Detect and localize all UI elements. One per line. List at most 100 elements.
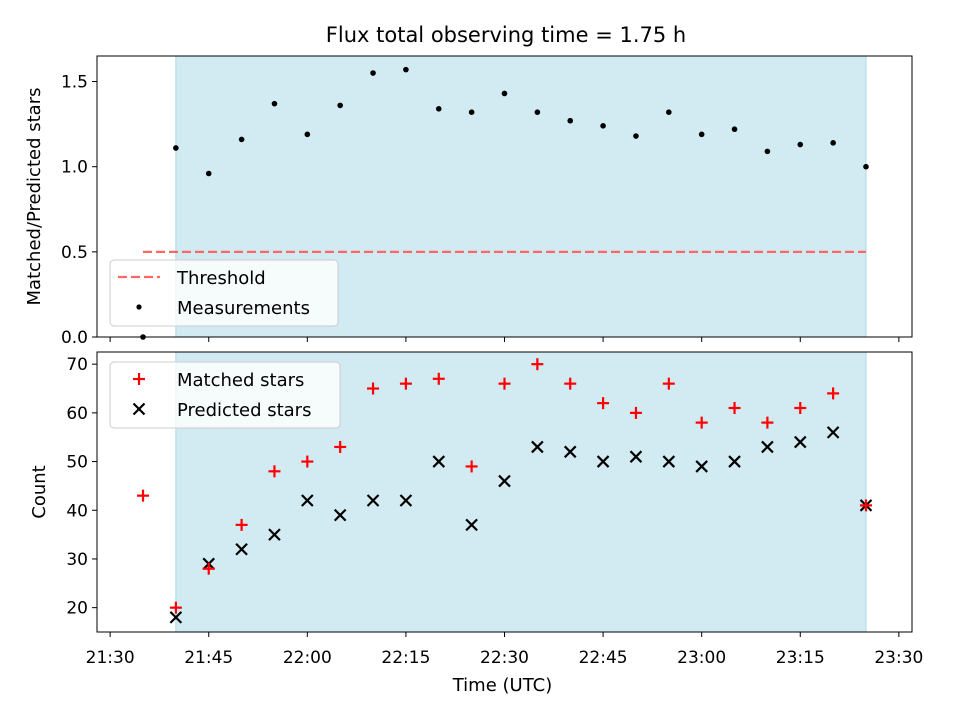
- cross-stroke: [333, 508, 347, 522]
- time-x-tick-label: 23:15: [776, 648, 825, 668]
- time-x-tick-label: 23:30: [874, 648, 923, 668]
- ratio-y-axis: 0.0 0.5 1.0 1.5: [61, 73, 97, 348]
- matched-star-marker: [498, 377, 511, 390]
- measurement-points: [140, 66, 869, 340]
- matched-star-marker: [399, 377, 412, 390]
- matched-star-marker: [597, 397, 610, 410]
- matched-stars-markers: [137, 358, 872, 614]
- cross-stroke: [826, 426, 840, 439]
- predicted-star-marker: [761, 440, 774, 454]
- cross-stroke: [761, 440, 774, 454]
- measurement-point: [173, 145, 179, 151]
- time-x-tick-label: 22:15: [381, 648, 430, 668]
- cross-stroke: [563, 445, 577, 459]
- count-y-tick-label: 60: [66, 404, 88, 424]
- predicted-star-marker: [301, 494, 314, 507]
- predicted-star-marker: [465, 518, 478, 532]
- legend-predicted-marker: [132, 402, 146, 416]
- predicted-star-marker: [399, 494, 413, 507]
- measurement-point: [534, 109, 541, 115]
- matched-star-marker: [531, 358, 544, 371]
- matched-star-marker: [367, 382, 380, 395]
- ratio-legend-box: [109, 259, 339, 327]
- cross-stroke: [498, 474, 511, 488]
- time-x-tick-label: 22:45: [579, 648, 628, 668]
- count-y-axis-label: Count: [29, 465, 50, 518]
- predicted-star-marker: [826, 426, 840, 439]
- count-y-tick-label: 70: [66, 355, 88, 375]
- legend-matched-marker: [133, 373, 145, 385]
- measurement-point: [501, 90, 508, 97]
- measurement-point: [797, 141, 804, 148]
- measurement-point: [863, 163, 869, 170]
- predicted-star-marker: [596, 455, 610, 468]
- ratio-legend: Threshold Measurements: [109, 259, 339, 327]
- cross-stroke: [662, 455, 676, 468]
- measurement-point: [764, 148, 771, 155]
- measurement-point: [271, 100, 278, 107]
- predicted-star-marker: [498, 474, 511, 488]
- matched-star-marker: [169, 601, 182, 614]
- time-x-tick-label: 21:30: [86, 648, 135, 668]
- measurement-point: [370, 70, 376, 76]
- count-legend: Matched stars Predicted stars: [109, 361, 341, 429]
- measurement-point: [403, 66, 409, 73]
- matched-star-marker: [728, 402, 741, 414]
- time-x-tick-label: 22:30: [480, 648, 529, 668]
- chart-title: Flux total observing time = 1.75 h: [326, 23, 686, 47]
- measurement-point: [698, 131, 705, 138]
- matched-star-marker: [827, 387, 840, 400]
- predicted-star-marker: [268, 528, 281, 541]
- legend-predicted-swatch: [132, 402, 146, 416]
- cross-stroke: [301, 494, 314, 507]
- ratio-y-tick-label: 1.0: [61, 158, 88, 178]
- measurement-point: [205, 170, 212, 177]
- time-x-axis: 21:30 21:45 22:00 22:15 22:30 22:45 23:00 23:15…: [86, 632, 923, 668]
- cross-stroke: [268, 528, 281, 541]
- predicted-star-marker: [563, 445, 577, 459]
- measurement-point: [600, 123, 606, 129]
- legend-predicted-label: Predicted stars: [177, 400, 311, 421]
- matched-star-marker: [202, 562, 215, 575]
- legend-measurements-swatch: [136, 304, 142, 310]
- matched-star-marker: [794, 402, 807, 414]
- cross-stroke: [728, 455, 741, 468]
- ratio-axes-frame: [96, 55, 913, 338]
- count-axes-frame: [96, 351, 913, 633]
- measurement-point: [238, 136, 245, 143]
- cross-stroke: [531, 440, 544, 454]
- measurement-point: [666, 109, 672, 115]
- predicted-star-marker: [366, 494, 380, 507]
- matched-star-marker: [564, 377, 577, 390]
- count-y-tick-label: 40: [66, 501, 88, 521]
- cross-stroke: [432, 455, 446, 468]
- predicted-star-marker: [169, 611, 183, 624]
- legend-matched-label: Matched stars: [177, 370, 304, 391]
- matched-star-marker: [629, 406, 642, 419]
- cross-stroke: [596, 455, 610, 468]
- matched-star-marker: [859, 499, 872, 512]
- count-y-axis: 20 30 40 50 60 70: [66, 355, 97, 619]
- ratio-y-tick-label: 0.5: [61, 243, 88, 263]
- measurement-point: [567, 117, 574, 124]
- cross-stroke: [132, 402, 146, 416]
- measurement-point: [731, 126, 738, 133]
- count-y-tick-label: 20: [66, 599, 88, 619]
- matched-star-marker: [465, 460, 478, 473]
- cross-stroke: [169, 611, 183, 624]
- predicted-star-marker: [235, 542, 248, 556]
- legend-threshold-label: Threshold: [176, 268, 266, 289]
- predicted-star-marker: [728, 455, 741, 468]
- matched-star-marker: [695, 416, 708, 429]
- predicted-star-marker: [432, 455, 446, 468]
- cross-stroke: [695, 460, 708, 473]
- legend-measurements-label: Measurements: [177, 298, 310, 319]
- cross-stroke: [399, 494, 413, 507]
- matched-star-marker: [235, 518, 248, 531]
- time-x-axis-label: Time (UTC): [452, 675, 553, 696]
- ratio-y-tick-label: 1.5: [61, 73, 88, 93]
- count-panel: 20 30 40 50 60 70 21:30 21:45 22:00 22:15 22:30 22…: [29, 351, 923, 696]
- predicted-star-marker: [531, 440, 544, 454]
- matched-star-marker: [268, 465, 281, 478]
